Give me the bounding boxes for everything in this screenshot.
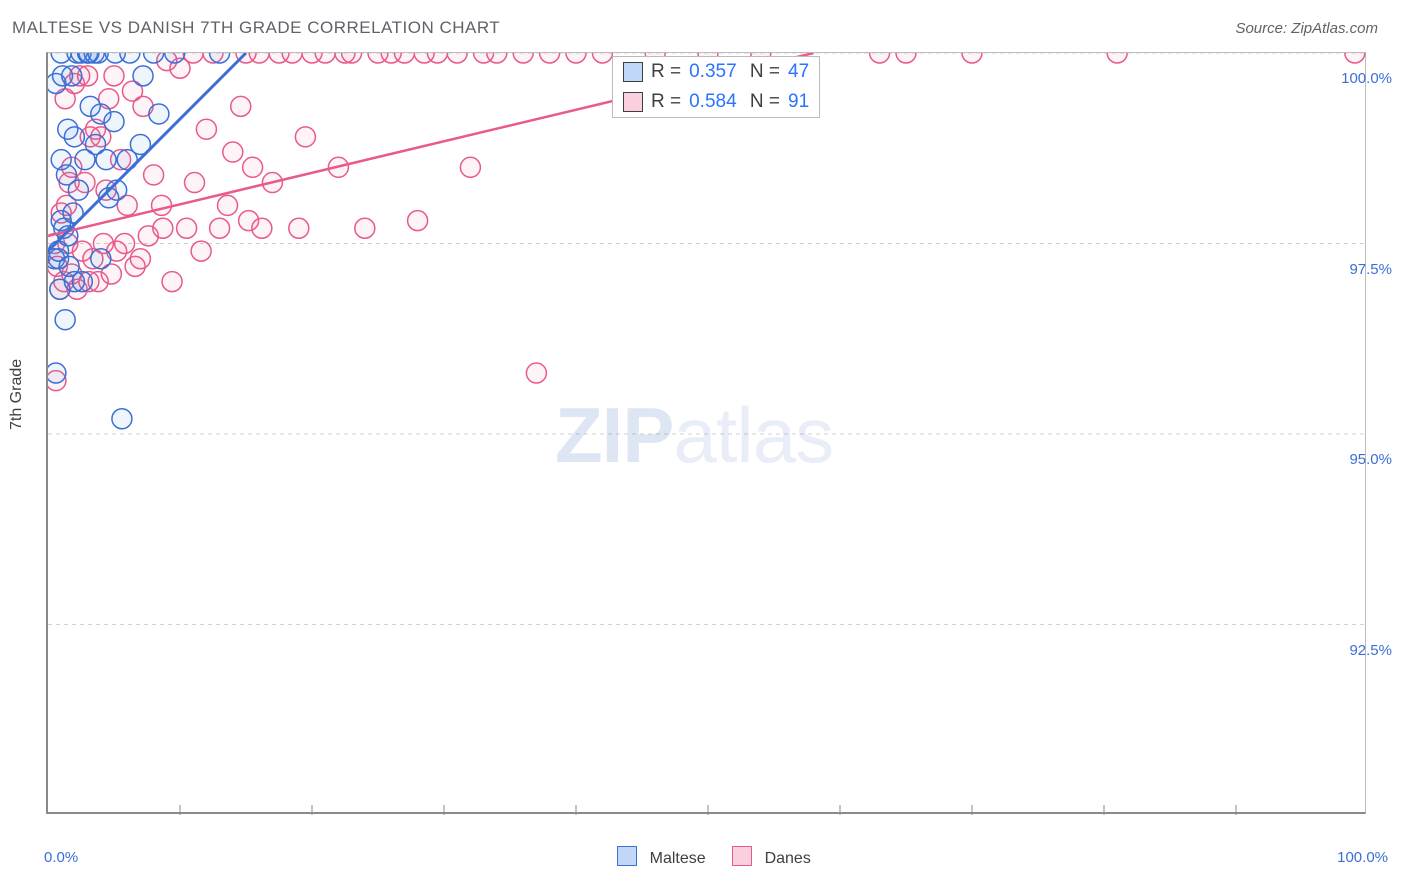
swatch-maltese-icon — [623, 62, 643, 82]
chart-container: MALTESE VS DANISH 7TH GRADE CORRELATION … — [0, 0, 1406, 892]
stat-r-danes: 0.584 — [689, 91, 737, 113]
stat-n-danes: 91 — [788, 91, 809, 113]
y-tick-label: 95.0% — [1349, 451, 1392, 468]
plot-area — [46, 52, 1366, 814]
y-axis-label: 7th Grade — [8, 359, 26, 430]
stat-r-label: R = — [651, 61, 681, 83]
y-tick-label: 100.0% — [1341, 70, 1392, 87]
stat-r-maltese: 0.357 — [689, 61, 737, 83]
y-tick-label: 97.5% — [1349, 261, 1392, 278]
stat-r-label: R = — [651, 91, 681, 113]
y-tick-label: 92.5% — [1349, 642, 1392, 659]
legend-label-maltese: Maltese — [650, 850, 706, 867]
stat-n-maltese: 47 — [788, 61, 809, 83]
legend: Maltese Danes — [0, 846, 1406, 868]
stat-n-label: N = — [745, 61, 780, 83]
stats-box: R = 0.357 N = 47 R = 0.584 N = 91 — [612, 56, 820, 118]
stats-row-danes: R = 0.584 N = 91 — [613, 87, 819, 117]
legend-label-danes: Danes — [765, 850, 811, 867]
legend-swatch-maltese-icon — [617, 846, 637, 866]
stat-n-label: N = — [745, 91, 780, 113]
chart-title: MALTESE VS DANISH 7TH GRADE CORRELATION … — [12, 18, 500, 38]
source-label: Source: ZipAtlas.com — [1235, 20, 1378, 37]
stats-row-maltese: R = 0.357 N = 47 — [613, 57, 819, 87]
legend-swatch-danes-icon — [732, 846, 752, 866]
scatter-svg — [48, 53, 1368, 815]
swatch-danes-icon — [623, 92, 643, 112]
